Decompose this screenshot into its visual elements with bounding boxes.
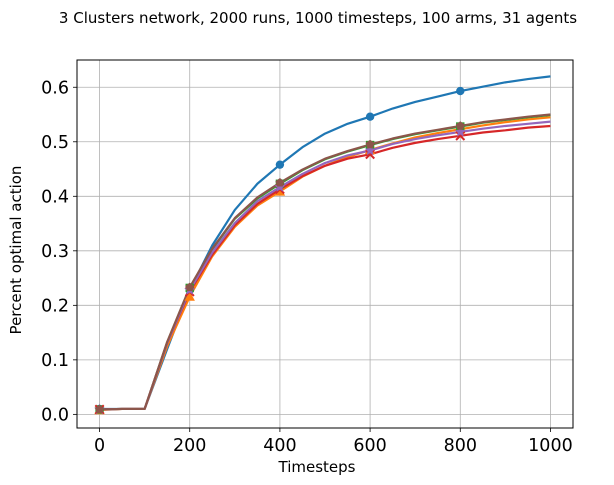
- x-tick-label: 600: [353, 436, 386, 456]
- x-tick-label: 400: [263, 436, 296, 456]
- series-line-6: [99, 113, 551, 411]
- x-tick-label: 0: [94, 436, 105, 456]
- series-1-marker: [275, 160, 285, 169]
- grid-lines: [77, 60, 573, 428]
- series-2-marker: [184, 291, 195, 301]
- chart-title: 3 Clusters network, 2000 runs, 1000 time…: [59, 9, 577, 27]
- series-line-2: [99, 116, 551, 412]
- axis-ticks: 0 200 400 600 800 1000 0.0 0.1 0.2 0.3 0.4 0.5 0.6: [41, 78, 573, 456]
- y-tick-label: 0.5: [41, 133, 69, 153]
- y-tick-label: 0.1: [41, 351, 69, 371]
- series-group: [94, 75, 551, 415]
- series-line-4: [99, 124, 551, 411]
- series-6-marker: [95, 404, 105, 414]
- series-6-marker: [185, 282, 195, 292]
- y-tick-label: 0.0: [41, 405, 69, 425]
- series-1-marker: [456, 86, 465, 96]
- series-5-marker: [274, 181, 286, 192]
- x-tick-label: 200: [173, 436, 206, 456]
- y-tick-label: 0.3: [41, 242, 69, 262]
- series-5-marker: [364, 144, 376, 156]
- x-axis-label: Timesteps: [278, 458, 356, 476]
- y-axis-label: Percent optimal action: [7, 166, 25, 335]
- series-4-marker: [455, 130, 466, 141]
- series-4-marker: [365, 149, 375, 160]
- plot-frame: [76, 59, 574, 429]
- series-2-marker: [274, 186, 286, 196]
- x-tick-label: 1000: [528, 436, 573, 456]
- series-6-marker: [455, 121, 465, 130]
- y-tick-label: 0.6: [41, 78, 69, 98]
- series-5-marker: [454, 126, 466, 137]
- series-6-marker: [275, 177, 285, 187]
- series-6-marker: [365, 139, 375, 149]
- y-tick-label: 0.2: [41, 296, 69, 316]
- x-tick-label: 800: [444, 436, 477, 456]
- series-1-marker: [365, 112, 375, 121]
- y-tick-label: 0.4: [41, 187, 69, 207]
